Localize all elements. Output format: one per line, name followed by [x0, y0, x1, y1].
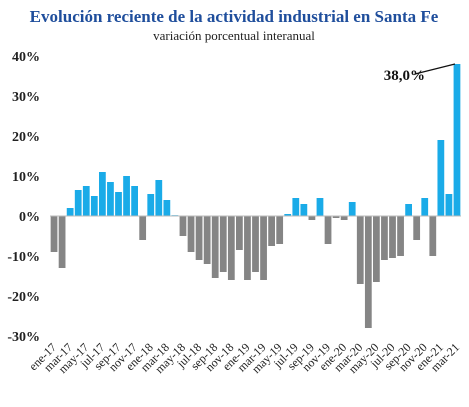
bar [187, 216, 195, 252]
bar [50, 216, 58, 252]
bar [252, 216, 259, 272]
bar [147, 194, 155, 216]
y-tick-label: 10% [12, 170, 40, 185]
annotation: 38,0% [384, 68, 425, 84]
bar [227, 216, 235, 280]
bar [364, 216, 372, 328]
bar [123, 176, 130, 216]
bar [356, 216, 364, 284]
y-tick-label: 30% [12, 90, 40, 105]
bar [131, 186, 139, 216]
bar [203, 216, 211, 264]
bar [90, 196, 98, 216]
bar [453, 64, 461, 216]
bar [284, 214, 292, 216]
bar [268, 216, 276, 246]
bar [372, 216, 380, 282]
chart-subtitle: variación porcentual interanual [153, 28, 315, 43]
bar [115, 192, 122, 216]
bar [98, 172, 106, 216]
y-tick-label: 40% [12, 50, 40, 65]
bar [179, 216, 187, 236]
bar [389, 216, 396, 258]
bar [58, 216, 66, 268]
bar [300, 204, 308, 216]
bar [276, 216, 284, 244]
bar [74, 190, 82, 216]
y-tick-label: 20% [12, 130, 40, 145]
bar [244, 216, 251, 280]
bar [429, 216, 437, 256]
bar [195, 216, 203, 260]
bar [381, 216, 388, 260]
bar [413, 216, 421, 240]
bar [219, 216, 227, 272]
bar [82, 186, 90, 216]
bar [235, 216, 243, 250]
bar [163, 200, 171, 216]
bar [211, 216, 219, 278]
bar [340, 216, 348, 220]
bar [260, 216, 267, 280]
bar [348, 202, 356, 216]
bar [155, 180, 163, 216]
y-tick-label: -30% [7, 330, 40, 345]
y-tick-label: -10% [7, 250, 40, 265]
chart-title: Evolución reciente de la actividad indus… [30, 7, 439, 26]
y-tick-label: -20% [7, 290, 40, 305]
bar [107, 182, 114, 216]
annotation-line [414, 63, 456, 75]
bar [405, 204, 413, 216]
bar [292, 198, 300, 216]
bar [332, 216, 340, 218]
bar [316, 198, 324, 216]
bar [139, 216, 147, 240]
bar [324, 216, 332, 244]
bar [308, 216, 316, 220]
bar [397, 216, 404, 256]
y-tick-label: 0% [19, 210, 40, 225]
bar [66, 208, 74, 216]
bar [445, 194, 453, 216]
bar [421, 198, 429, 216]
bar [437, 140, 445, 216]
